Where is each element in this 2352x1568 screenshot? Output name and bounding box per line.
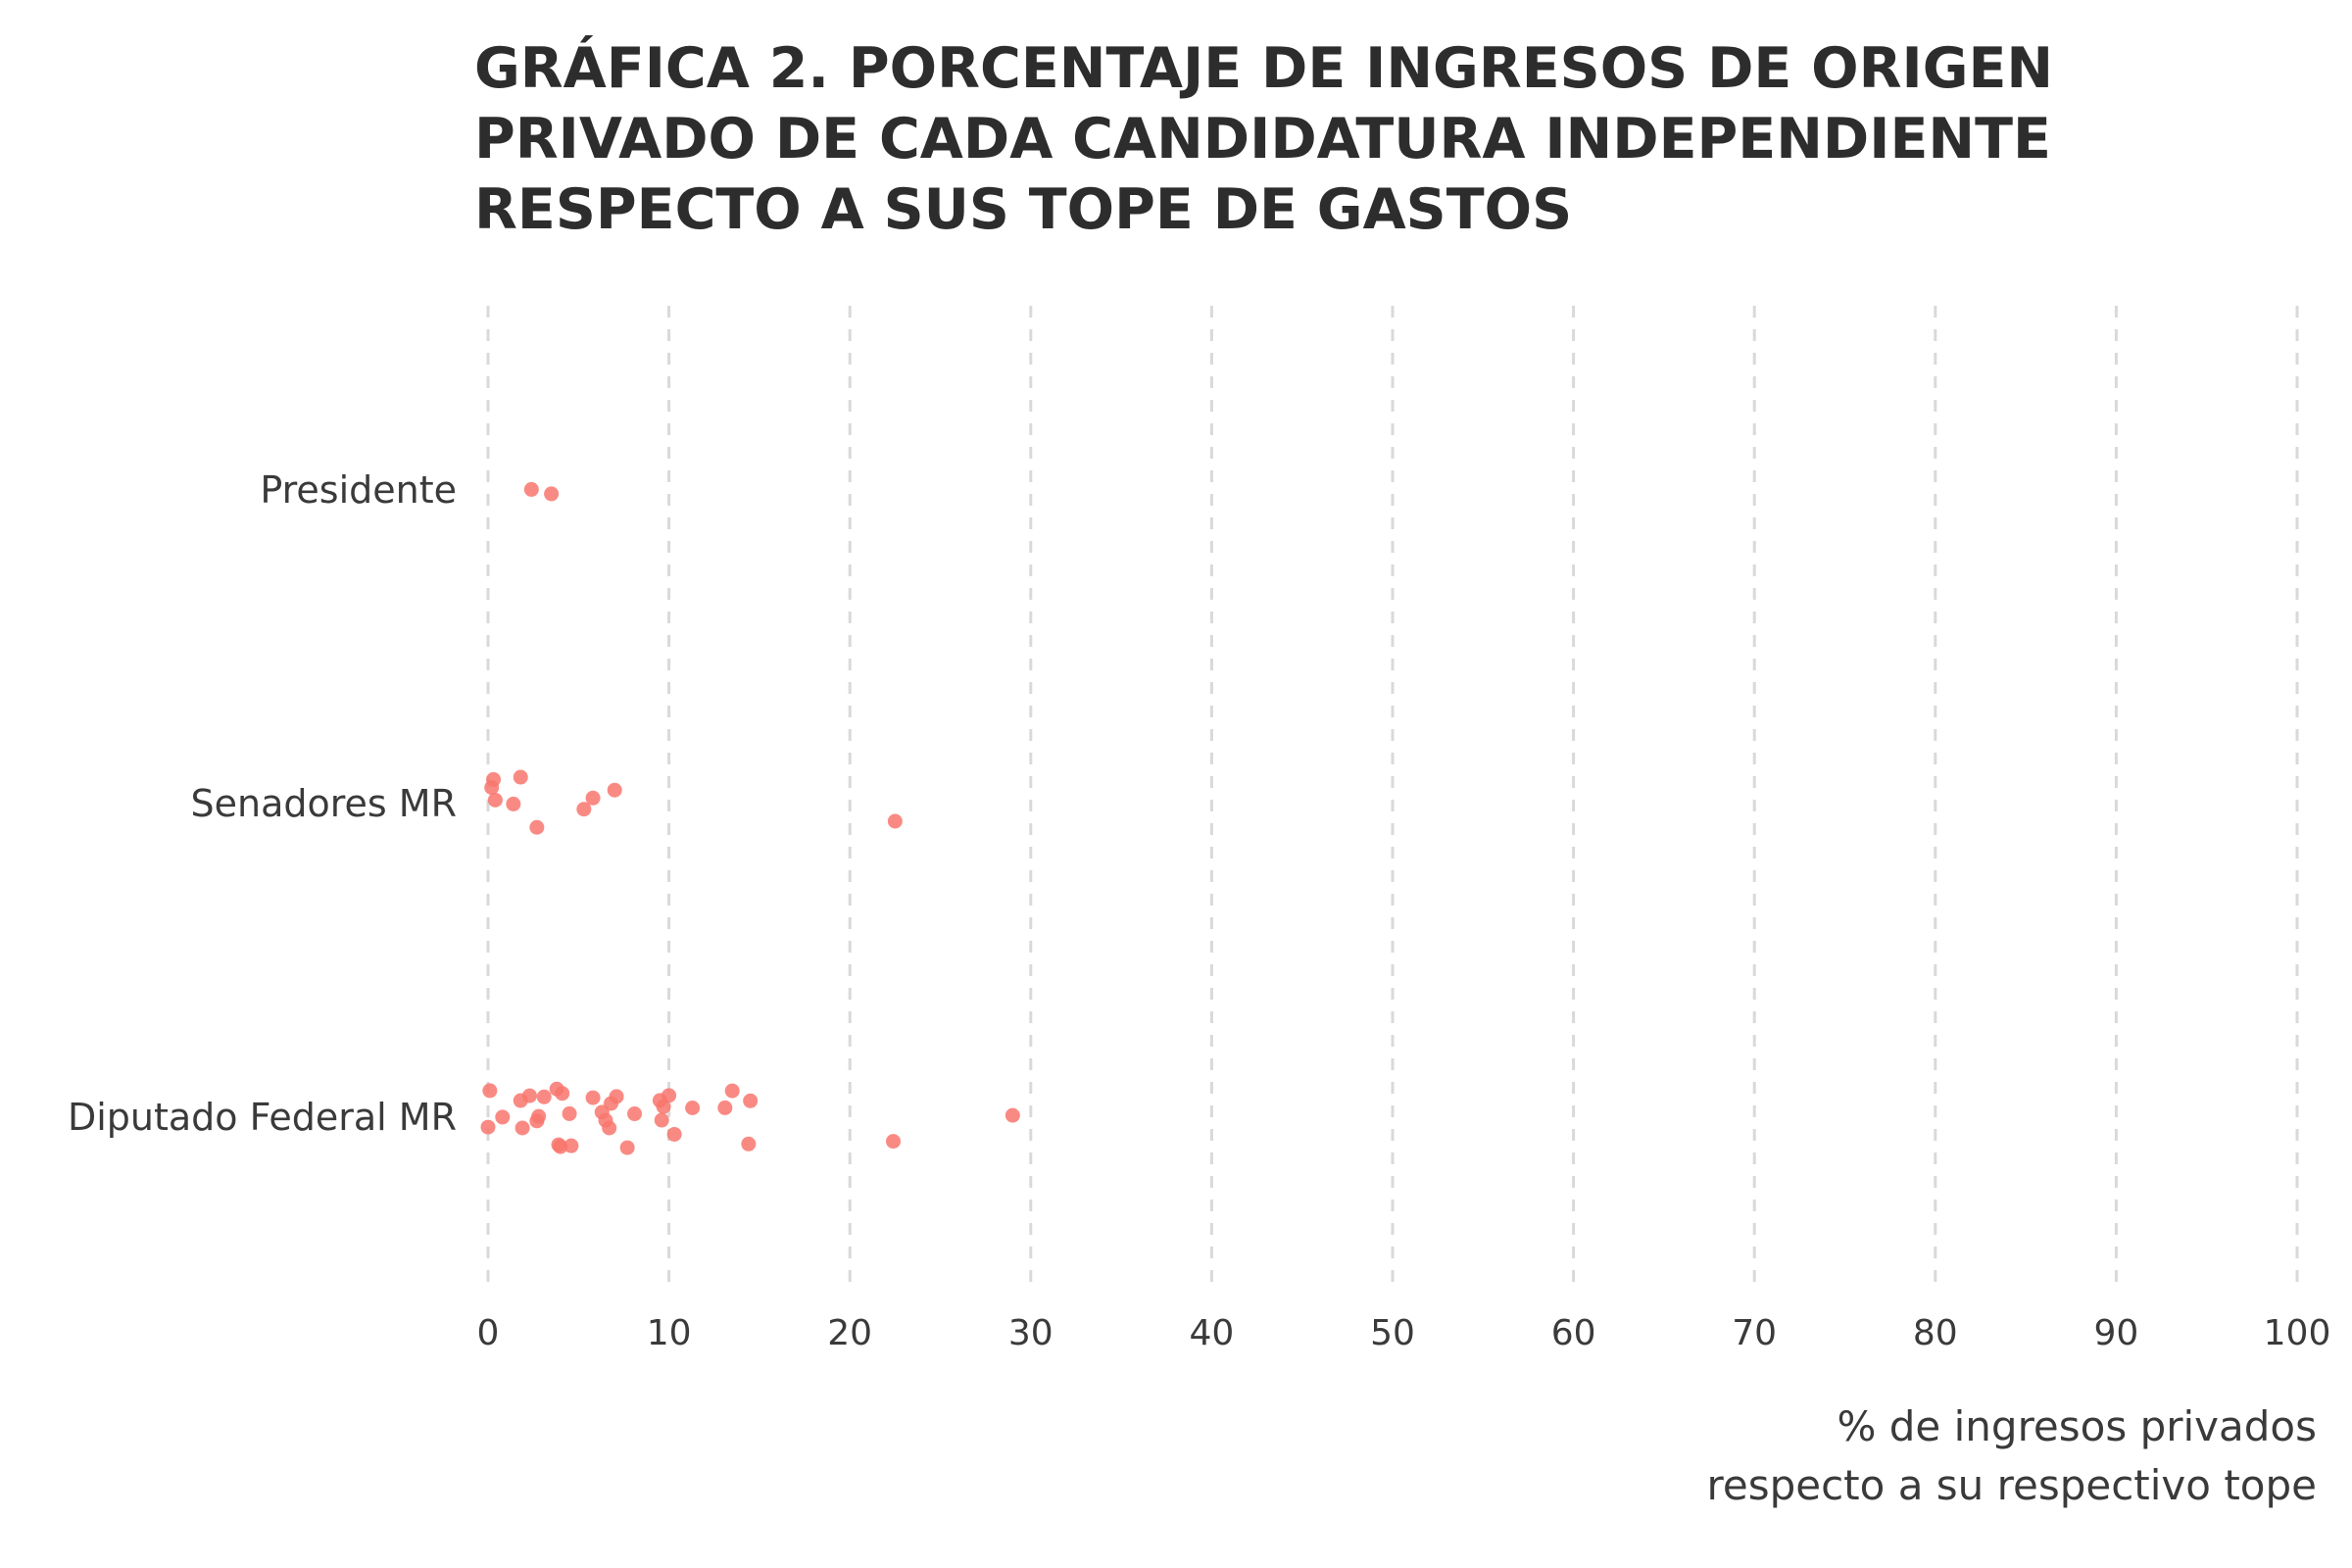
data-point-3-33 <box>743 1093 759 1108</box>
data-point-3-15 <box>564 1138 579 1153</box>
data-point-2-2 <box>484 780 500 796</box>
data-point-2-10 <box>887 813 903 829</box>
category-label-3: Diputado Federal MR <box>68 1096 457 1139</box>
data-point-3-25 <box>654 1112 669 1128</box>
data-point-2-3 <box>487 792 503 808</box>
x-tick-label-80: 80 <box>1913 1313 1958 1353</box>
data-point-3-19 <box>602 1120 617 1136</box>
x-tick-label-10: 10 <box>647 1313 692 1353</box>
data-point-2-5 <box>513 769 528 785</box>
x-tick-label-60: 60 <box>1551 1313 1596 1353</box>
x-tick-label-40: 40 <box>1189 1313 1234 1353</box>
chart-title: GRÁFICA 2. PORCENTAJE DE INGRESOS DE ORI… <box>474 36 2054 242</box>
x-tick-label-100: 100 <box>2264 1313 2331 1353</box>
x-tick-labels: 0 10 20 30 40 50 60 70 80 90 100 <box>477 1313 2331 1353</box>
x-tick-label-90: 90 <box>2093 1313 2138 1353</box>
data-point-3-9 <box>536 1089 552 1104</box>
data-point-3-8 <box>531 1108 547 1124</box>
x-axis-label-line-2: respecto a su respectivo tope <box>1707 1461 2317 1509</box>
category-label-2: Senadores MR <box>191 782 457 825</box>
data-point-3-26 <box>656 1099 671 1114</box>
data-point-3-34 <box>886 1134 902 1150</box>
data-point-3-14 <box>562 1105 577 1121</box>
x-tick-label-30: 30 <box>1008 1313 1054 1353</box>
data-point-1-1 <box>523 481 539 497</box>
data-point-1-2 <box>544 486 560 502</box>
x-tick-label-70: 70 <box>1732 1313 1777 1353</box>
x-tick-label-20: 20 <box>827 1313 872 1353</box>
grid-lines <box>486 306 2299 1292</box>
data-point-3-1 <box>480 1119 496 1135</box>
data-point-2-7 <box>576 802 592 817</box>
data-point-3-16 <box>585 1090 601 1105</box>
data-point-3-2 <box>482 1083 498 1099</box>
data-point-3-12 <box>553 1139 568 1154</box>
x-tick-label-50: 50 <box>1370 1313 1415 1353</box>
data-points <box>480 481 1020 1155</box>
data-point-3-28 <box>666 1126 682 1142</box>
data-point-3-23 <box>627 1106 643 1122</box>
data-point-3-29 <box>685 1101 701 1116</box>
data-point-3-32 <box>741 1136 757 1152</box>
data-point-3-22 <box>619 1140 635 1155</box>
data-point-2-8 <box>585 790 601 806</box>
data-point-3-13 <box>555 1086 570 1102</box>
data-point-3-27 <box>662 1088 677 1103</box>
category-labels: Presidente Senadores MR Diputado Federal M… <box>68 468 457 1139</box>
data-point-2-9 <box>607 782 622 798</box>
x-tick-label-0: 0 <box>477 1313 500 1353</box>
x-axis-label-line-1: % de ingresos privados <box>1838 1402 2317 1450</box>
data-point-3-30 <box>717 1100 733 1115</box>
category-label-1: Presidente <box>260 468 457 512</box>
data-point-3-6 <box>521 1088 537 1103</box>
data-point-3-3 <box>495 1109 511 1125</box>
data-point-3-35 <box>1004 1107 1020 1123</box>
data-point-3-31 <box>724 1083 740 1099</box>
data-point-2-6 <box>529 819 545 835</box>
data-point-3-5 <box>514 1120 530 1136</box>
data-point-2-4 <box>506 796 521 811</box>
data-point-3-21 <box>609 1089 624 1104</box>
